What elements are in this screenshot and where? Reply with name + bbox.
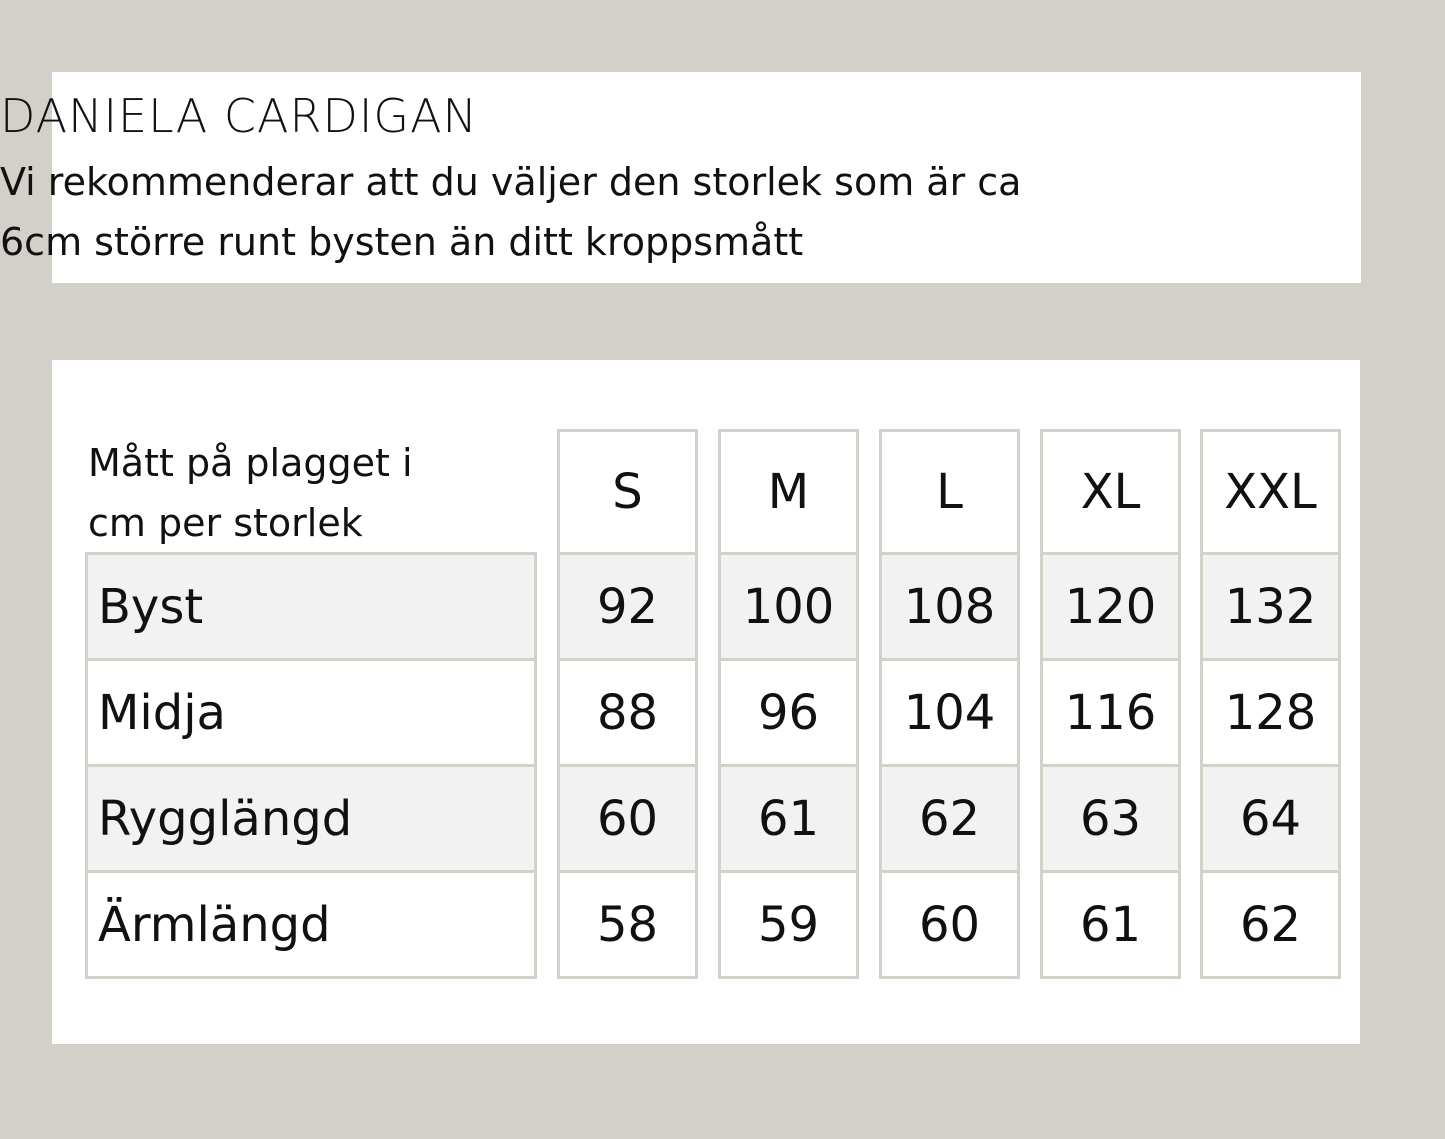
table-cell: 96 xyxy=(718,658,859,767)
table-cell: 104 xyxy=(879,658,1020,767)
size-header-m: M xyxy=(718,429,859,555)
header-panel xyxy=(52,72,1361,283)
description-line-1: Mått på plagget i xyxy=(88,441,413,485)
table-cell: 92 xyxy=(557,552,698,661)
table-cell: 128 xyxy=(1200,658,1341,767)
row-label: Byst xyxy=(85,552,537,661)
size-header-s: S xyxy=(557,429,698,555)
table-cell: 100 xyxy=(718,552,859,661)
table-cell: 62 xyxy=(879,764,1020,873)
table-cell: 120 xyxy=(1040,552,1181,661)
row-label: Rygglängd xyxy=(85,764,537,873)
table-cell: 59 xyxy=(718,870,859,979)
table-cell: 108 xyxy=(879,552,1020,661)
size-header-l: L xyxy=(879,429,1020,555)
subtitle-line-2: 6cm större runt bysten än ditt kroppsmåt… xyxy=(0,220,804,264)
size-header-xl: XL xyxy=(1040,429,1181,555)
size-header-xxl: XXL xyxy=(1200,429,1341,555)
table-description: Mått på plagget i cm per storlek xyxy=(88,433,413,553)
table-cell: 63 xyxy=(1040,764,1181,873)
table-cell: 64 xyxy=(1200,764,1341,873)
table-cell: 58 xyxy=(557,870,698,979)
size-table-panel xyxy=(52,360,1360,1044)
subtitle-line-1: Vi rekommenderar att du väljer den storl… xyxy=(0,160,1022,204)
table-cell: 88 xyxy=(557,658,698,767)
table-cell: 61 xyxy=(1040,870,1181,979)
table-cell: 60 xyxy=(879,870,1020,979)
row-label: Midja xyxy=(85,658,537,767)
page-title: DANIELA CARDIGAN xyxy=(0,89,478,143)
table-cell: 116 xyxy=(1040,658,1181,767)
description-line-2: cm per storlek xyxy=(88,501,363,545)
table-cell: 60 xyxy=(557,764,698,873)
table-cell: 132 xyxy=(1200,552,1341,661)
table-cell: 61 xyxy=(718,764,859,873)
table-cell: 62 xyxy=(1200,870,1341,979)
row-label: Ärmlängd xyxy=(85,870,537,979)
